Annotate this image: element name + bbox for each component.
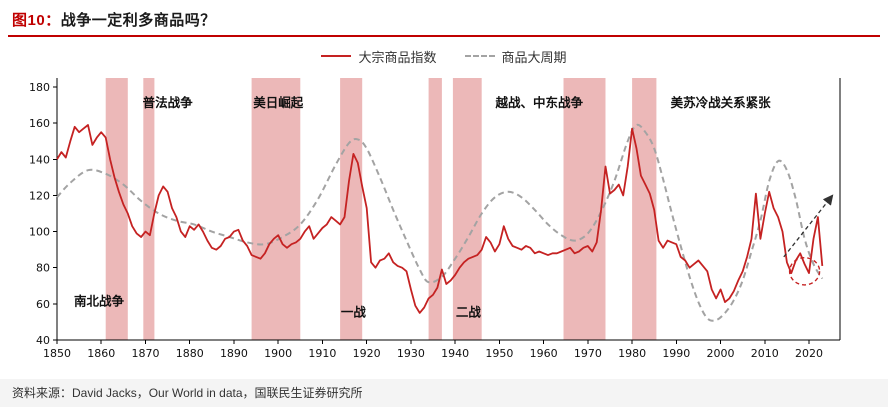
x-tick-label: 1990 [662,347,690,360]
header-divider [8,35,880,37]
x-tick-label: 1860 [87,347,115,360]
axes [53,78,841,344]
war-label: 美日崛起 [253,95,304,110]
y-tick-label: 180 [29,81,50,94]
x-tick-label: 1850 [43,347,71,360]
legend-item-commodity-index: 大宗商品指数 [321,47,437,66]
x-tick-label: 1930 [397,347,425,360]
figure-title: 战争一定利多商品吗？ [60,12,216,29]
war-band [428,78,442,340]
x-tick-label: 1980 [618,347,646,360]
y-tick-label: 100 [29,226,50,239]
commodity-index-line [56,124,824,314]
dashed-line-swatch [464,55,495,57]
y-tick-label: 120 [29,189,50,202]
chart-legend: 大宗商品指数 商品大周期 [0,46,888,66]
x-tick-label: 1890 [220,347,248,360]
x-tick-label: 1960 [530,347,558,360]
war-band [632,78,657,340]
war-commodity-chart: 40 60 80 100 120 140 160 180 1850 1860 1870 1880 189… [29,78,841,360]
legend-label-super-cycle: 商品大周期 [501,49,567,65]
war-label: 美苏冷战关系紧张 [671,95,772,110]
war-label: 普法战争 [143,95,194,110]
x-tick-label: 2020 [795,347,823,360]
x-tick-label: 1870 [131,347,159,360]
legend-item-super-cycle: 商品大周期 [464,47,567,66]
x-tick-label: 1880 [176,347,204,360]
war-band [452,78,482,340]
trend-arrow [783,194,834,258]
source-note: 资料来源：David Jacks，Our World in data，国联民生证… [0,379,888,407]
war-label: 一战 [341,305,367,320]
war-band [105,78,128,340]
y-tick-label: 60 [36,298,50,311]
y-tick-label: 40 [36,334,50,347]
x-tick-label: 1940 [441,347,469,360]
figure-number: 图10： [12,12,61,29]
x-tick-label: 1950 [485,347,513,360]
war-band [563,78,606,340]
war-band [251,78,301,340]
x-tick-label: 1900 [264,347,292,360]
x-tick-label: 1920 [353,347,381,360]
solid-line-swatch [321,55,352,57]
x-tick-label: 2010 [751,347,779,360]
super-cycle-line [56,123,824,322]
source-prefix: 资料来源： [12,386,73,400]
war-bands [105,78,657,340]
y-tick-label: 160 [29,117,50,130]
figure-card: 图10：战争一定利多商品吗？ 大宗商品指数 商品大周期 40 60 80 100 120… [0,0,888,407]
x-tick-label: 2000 [707,347,735,360]
war-band [340,78,363,340]
x-tick-label: 1970 [574,347,602,360]
y-tick-label: 80 [36,262,50,275]
source-text: David Jacks，Our World in data，国联民生证券研究所 [72,386,363,400]
war-label: 越战、中东战争 [494,95,583,110]
y-tick-label: 140 [29,153,50,166]
legend-label-commodity-index: 大宗商品指数 [358,49,437,65]
war-label: 二战 [456,305,482,320]
war-band [143,78,155,340]
figure-header: 图10：战争一定利多商品吗？ [0,0,888,30]
war-label: 南北战争 [74,294,125,309]
x-tick-label: 1910 [308,347,336,360]
tick-labels: 40 60 80 100 120 140 160 180 1850 1860 1870 1880 189… [29,81,823,360]
